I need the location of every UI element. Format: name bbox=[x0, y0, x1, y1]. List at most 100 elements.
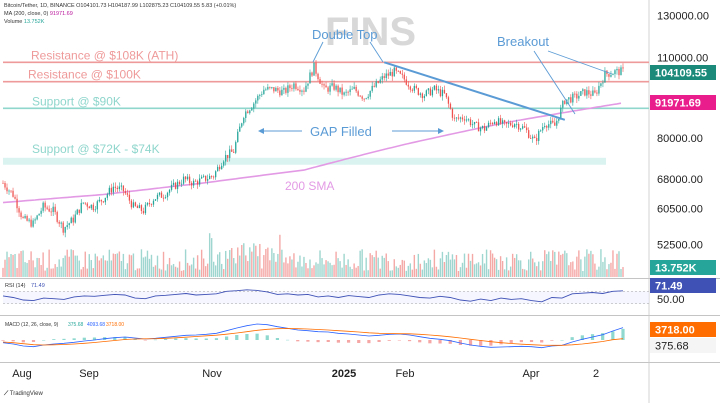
volume-bar bbox=[92, 268, 94, 277]
candle-body bbox=[16, 198, 18, 209]
volume-bar bbox=[540, 270, 542, 277]
volume-bar bbox=[259, 243, 261, 277]
volume-bar bbox=[439, 258, 442, 277]
candle-body bbox=[343, 92, 345, 95]
candle-body bbox=[556, 120, 558, 126]
candle-body bbox=[526, 127, 528, 131]
candle-body bbox=[227, 154, 229, 159]
volume-bar bbox=[534, 262, 536, 277]
macd-histogram-bar bbox=[265, 335, 269, 340]
volume-bar bbox=[568, 265, 570, 277]
volume-bar bbox=[517, 260, 520, 277]
volume-bar bbox=[503, 269, 506, 277]
candle-body bbox=[313, 62, 315, 76]
time-tick-label: 2025 bbox=[332, 368, 356, 380]
volume-bar bbox=[86, 268, 88, 277]
candle-body bbox=[213, 176, 215, 178]
macd-legend-value: 4093.68 bbox=[87, 322, 105, 328]
volume-bar bbox=[375, 250, 377, 277]
candle-body bbox=[393, 67, 395, 77]
candle-body bbox=[299, 89, 301, 92]
volume-bar bbox=[325, 260, 327, 277]
candle-body bbox=[578, 95, 580, 99]
candle-body bbox=[94, 209, 96, 211]
volume-bar bbox=[556, 264, 558, 277]
candle-body bbox=[349, 89, 351, 93]
volume-bar bbox=[257, 256, 259, 277]
candle-body bbox=[205, 175, 207, 181]
macd-histogram-bar bbox=[42, 340, 46, 341]
candle-body bbox=[291, 88, 293, 89]
candle-body bbox=[239, 126, 241, 132]
macd-histogram-bar bbox=[194, 338, 198, 340]
candle-body bbox=[331, 83, 333, 86]
candle-body bbox=[144, 204, 147, 214]
volume-bar bbox=[365, 257, 367, 277]
volume-bar bbox=[403, 260, 405, 277]
volume-bar bbox=[558, 251, 560, 277]
volume-bar bbox=[297, 261, 299, 277]
rsi-legend-value: 71.49 bbox=[31, 283, 45, 289]
volume-bar bbox=[479, 265, 482, 277]
candle-body bbox=[439, 89, 442, 97]
macd-histogram-bar bbox=[570, 337, 574, 340]
macd-histogram-bar bbox=[285, 339, 290, 341]
volume-bar bbox=[580, 259, 582, 277]
candle-body bbox=[582, 89, 584, 92]
candle-body bbox=[353, 86, 355, 89]
rsi-tick-label: 50.00 bbox=[657, 294, 685, 306]
volume-bar bbox=[14, 253, 16, 277]
gap-arrow-right-head bbox=[438, 128, 444, 134]
volume-bar bbox=[158, 268, 161, 277]
volume-bar bbox=[58, 259, 60, 277]
candle-body bbox=[409, 86, 411, 90]
volume-bar bbox=[271, 248, 273, 277]
volume-bar bbox=[186, 262, 189, 277]
volume-bar bbox=[610, 262, 612, 277]
candle-body bbox=[70, 217, 72, 224]
volume-bar bbox=[194, 268, 197, 277]
candle-body bbox=[327, 87, 329, 92]
candle-body bbox=[26, 216, 28, 221]
macd-histogram-bar bbox=[367, 340, 371, 344]
volume-bar bbox=[52, 268, 54, 277]
volume-bar bbox=[247, 261, 249, 277]
candle-body bbox=[297, 88, 299, 90]
macd-histogram-bar bbox=[245, 334, 249, 340]
volume-bar bbox=[511, 253, 514, 277]
candle-body bbox=[182, 176, 185, 184]
candle-body bbox=[489, 122, 492, 124]
volume-bar bbox=[229, 250, 231, 277]
volume-bar bbox=[18, 253, 20, 277]
candle-body bbox=[554, 122, 556, 126]
candle-body bbox=[14, 196, 16, 199]
volume-bar bbox=[212, 261, 215, 277]
volume-bar bbox=[355, 267, 357, 277]
candle-body bbox=[104, 197, 106, 203]
volume-bar bbox=[538, 261, 540, 277]
candle-body bbox=[263, 89, 265, 95]
volume-bar bbox=[497, 269, 500, 277]
volume-bar bbox=[152, 266, 155, 277]
candle-body bbox=[455, 117, 458, 119]
resistance-label: Resistance @ $108K (ATH) bbox=[31, 48, 178, 62]
macd-histogram-bar bbox=[123, 337, 127, 340]
macd-badge-text: 375.68 bbox=[655, 341, 689, 353]
volume-bar bbox=[22, 250, 24, 277]
candle-body bbox=[379, 79, 381, 83]
volume-bar bbox=[30, 251, 32, 277]
candle-body bbox=[485, 127, 488, 131]
candle-body bbox=[361, 96, 363, 99]
volume-bar bbox=[80, 269, 82, 277]
candle-body bbox=[580, 91, 582, 96]
volume-bar bbox=[112, 253, 115, 277]
volume-bar bbox=[429, 259, 432, 277]
candle-body bbox=[548, 124, 550, 128]
volume-bar bbox=[527, 259, 530, 277]
candle-body bbox=[499, 118, 502, 124]
candle-body bbox=[604, 70, 606, 83]
volume-bar bbox=[299, 255, 301, 277]
volume-bar bbox=[469, 260, 472, 277]
volume-bar bbox=[68, 256, 70, 277]
volume-bar bbox=[245, 255, 247, 277]
